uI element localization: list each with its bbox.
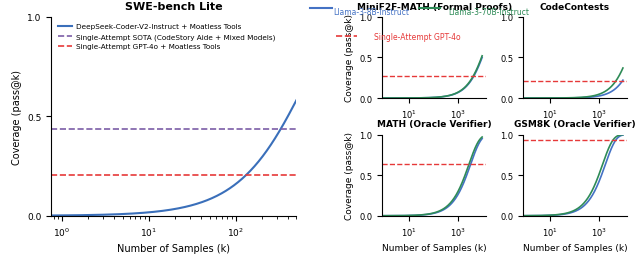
Y-axis label: Coverage (pass@k): Coverage (pass@k)	[12, 70, 22, 164]
Y-axis label: Coverage (pass@k): Coverage (pass@k)	[345, 14, 354, 102]
Title: SWE-bench Lite: SWE-bench Lite	[125, 2, 223, 11]
Title: MATH (Oracle Verifier): MATH (Oracle Verifier)	[377, 120, 492, 129]
Line: DeepSeek-Coder-V2-Instruct + Moatless Tools: DeepSeek-Coder-V2-Instruct + Moatless To…	[51, 101, 296, 216]
DeepSeek-Coder-V2-Instruct + Moatless Tools	[292, 100, 300, 103]
X-axis label: Number of Samples (k): Number of Samples (k)	[382, 244, 486, 252]
DeepSeek-Coder-V2-Instruct + Moatless Tools	[193, 203, 200, 206]
Single-Attempt SOTA (CodeStory Aide + Mixed Models)	[58, 128, 66, 131]
Single-Attempt GPT-4o + Moatless Tools	[58, 174, 66, 177]
Text: Llama-3-70B-Instruct: Llama-3-70B-Instruct	[448, 8, 529, 17]
Text: Single-Attempt GPT-4o: Single-Attempt GPT-4o	[374, 33, 461, 42]
Title: MiniF2F-MATH (Formal Proofs): MiniF2F-MATH (Formal Proofs)	[356, 3, 512, 11]
DeepSeek-Coder-V2-Instruct + Moatless Tools	[193, 202, 201, 205]
Y-axis label: Coverage (pass@k): Coverage (pass@k)	[345, 132, 354, 219]
X-axis label: Number of Samples (k): Number of Samples (k)	[523, 244, 627, 252]
DeepSeek-Coder-V2-Instruct + Moatless Tools	[269, 140, 277, 143]
X-axis label: Number of Samples (k): Number of Samples (k)	[117, 244, 230, 253]
DeepSeek-Coder-V2-Instruct + Moatless Tools	[47, 214, 55, 217]
Text: Llama-3-8B-Instruct: Llama-3-8B-Instruct	[333, 8, 409, 17]
DeepSeek-Coder-V2-Instruct + Moatless Tools	[197, 201, 205, 204]
Title: CodeContests: CodeContests	[540, 3, 610, 11]
DeepSeek-Coder-V2-Instruct + Moatless Tools	[254, 161, 262, 164]
Legend: DeepSeek-Coder-V2-Instruct + Moatless Tools, Single-Attempt SOTA (CodeStory Aide: DeepSeek-Coder-V2-Instruct + Moatless To…	[55, 21, 278, 53]
DeepSeek-Coder-V2-Instruct + Moatless Tools	[48, 214, 56, 217]
Title: GSM8K (Oracle Verifier): GSM8K (Oracle Verifier)	[514, 120, 636, 129]
